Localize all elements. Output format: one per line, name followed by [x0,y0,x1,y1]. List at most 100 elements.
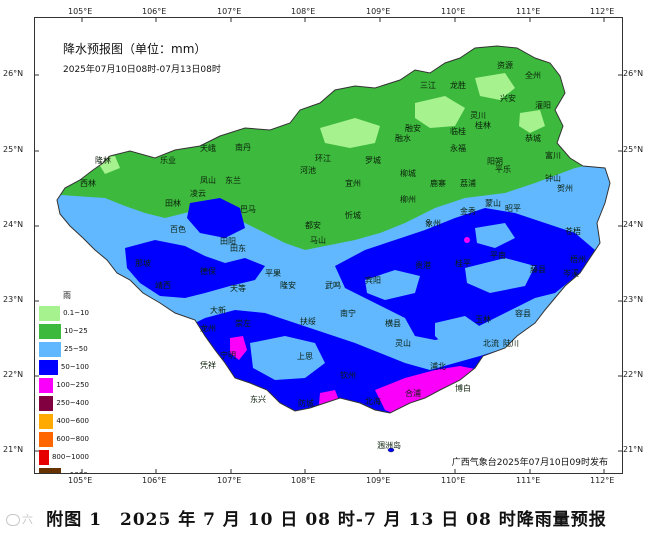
rain-25-50-pocket-b [465,258,535,293]
lon-tick-label: 107°E [217,476,242,485]
city-label: 东兴 [250,395,266,404]
city-label: 柳州 [400,195,416,204]
city-label: 桂平 [455,259,471,268]
legend-label: 800~1000 [51,453,89,461]
rain-0-10-patch-b [415,96,465,128]
city-label: 灌阳 [535,101,551,110]
map-title: 降水预报图（单位：mm） [63,42,207,56]
legend-label: 0.1~10 [63,309,89,317]
city-label: 龙胜 [450,81,466,90]
city-label: 兴安 [500,94,516,103]
city-label: 靖西 [155,281,171,290]
city-label: 北海 [365,397,381,406]
rain-0-10-patch-c [475,73,515,100]
lat-tick-label: 24°N [623,220,644,229]
lon-tick-label: 108°E [291,476,316,485]
city-label: 凭祥 [200,361,216,370]
city-label: 龙州 [200,324,216,333]
legend-item: 100~250 [39,376,89,394]
city-label: 防城 [298,399,314,408]
legend-item: ≥1000 [39,466,89,473]
legend-label: 100~250 [56,381,89,389]
lon-tick-label: 105°E [68,476,93,485]
legend-item: 800~1000 [39,448,89,466]
city-label: 融水 [395,134,411,143]
legend-header: 雨 [63,291,71,300]
city-label: 贵港 [415,261,431,270]
legend-label: 25~50 [64,345,88,353]
lon-tick-label: 107°E [217,7,242,16]
lat-tick-label: 21°N [623,445,644,454]
legend-swatch [39,377,54,393]
graticule-ticks [35,18,622,473]
city-label: 象州 [425,219,441,228]
lon-tick-label: 106°E [142,476,167,485]
lat-tick-label: 25°N [3,145,24,154]
legend-label: ≥1000 [64,471,88,473]
lon-tick-label: 109°E [366,7,391,16]
city-label: 金秀 [460,207,476,216]
city-label: 荔浦 [460,179,476,188]
city-label: 临桂 [450,127,466,136]
legend-item: 50~100 [39,358,89,376]
city-label: 藤县 [530,265,546,274]
city-label: 涠洲岛 [377,441,401,450]
city-label: 西林 [80,179,96,188]
city-label: 恭城 [525,134,541,143]
lon-tick-label: 112°E [590,476,615,485]
legend-label: 50~100 [60,363,89,371]
legend-label: 250~400 [56,399,89,407]
city-label: 钟山 [545,174,561,183]
legend-swatch [39,467,61,473]
city-label: 全州 [525,71,541,80]
watermark: 六 [6,511,33,527]
lon-tick-label: 112°E [590,7,615,16]
rain-100-250-coast [375,366,485,413]
city-label: 凤山 [200,176,216,185]
rain-25-50-east-pocket [435,316,485,348]
city-label: 梧州 [570,255,586,264]
city-label: 扶绥 [300,317,316,326]
lon-tick-label: 108°E [291,7,316,16]
city-label: 资源 [497,61,513,70]
city-label: 田东 [230,244,246,253]
city-label: 容县 [515,309,531,318]
legend-label: 400~600 [56,417,89,425]
city-label: 蒙山 [485,199,501,208]
rain-25-50-pocket-a [365,270,420,300]
city-label: 富川 [545,151,561,160]
legend: 雨 0.1~10 10~25 25~50 50~100 100~250 250~400 40… [39,290,89,473]
city-label: 玉林 [475,315,491,324]
city-label: 柳城 [400,169,416,178]
rain-25-50-pocket-c [475,223,515,248]
map-frame: 降水预报图（单位：mm） 2025年07月10日08时-07月13日08时 雨 … [34,17,623,474]
legend-swatch [39,449,49,465]
city-label: 隆林 [95,156,111,165]
legend-swatch [39,431,54,447]
city-label: 灵山 [395,339,411,348]
legend-item: 10~25 [39,322,89,340]
legend-swatch [39,359,58,375]
city-label: 田阳 [220,237,236,246]
weizhou-island [387,447,395,453]
city-label: 巴马 [240,205,256,214]
city-label: 鹿寨 [430,179,446,188]
rain-50-100-north-west [187,198,245,238]
lat-tick-label: 26°N [623,69,644,78]
lat-tick-label: 25°N [623,145,644,154]
city-label: 乐业 [160,156,176,165]
city-label: 昭平 [505,204,521,213]
city-label: 宜州 [345,179,361,188]
lat-tick-label: 22°N [623,370,644,379]
city-label: 灵川 [470,111,486,120]
city-label: 百色 [170,225,186,234]
rain-100-250-southwest [230,336,247,360]
rain-50-100-west [125,240,265,298]
city-label: 陆川 [503,339,519,348]
city-label: 苍梧 [565,227,581,236]
city-label: 环江 [315,154,331,163]
city-label: 贺州 [557,184,573,193]
lon-tick-label: 111°E [516,7,541,16]
city-label: 北流 [483,339,499,348]
city-label: 天等 [230,284,246,293]
